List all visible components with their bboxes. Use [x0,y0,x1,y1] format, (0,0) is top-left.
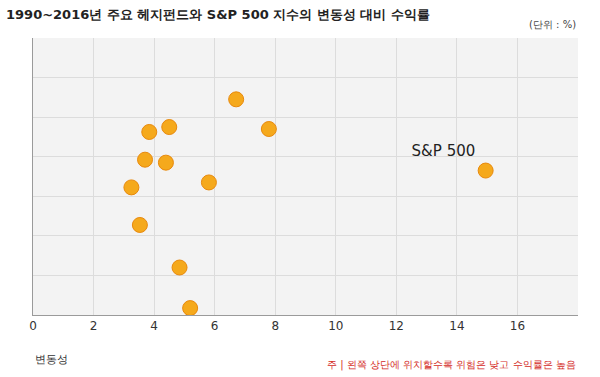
svg-text:14: 14 [449,319,464,333]
svg-text:12: 12 [389,319,404,333]
svg-text:주 | 왼쪽 상단에 위치할수록 위험은 낮고 수익률은 높: 주 | 왼쪽 상단에 위치할수록 위험은 낮고 수익률은 높음 [327,359,576,371]
svg-text:0: 0 [29,319,37,333]
svg-text:2: 2 [90,319,98,333]
svg-text:S&P 500: S&P 500 [412,142,476,160]
svg-text:16: 16 [510,319,525,333]
svg-text:8: 8 [271,319,279,333]
svg-text:10: 10 [328,319,343,333]
svg-text:1990~2016년 주요 헤지펀드와 S&P 500 지수: 1990~2016년 주요 헤지펀드와 S&P 500 지수의 변동성 대비 수… [6,7,430,22]
svg-text:변동성: 변동성 [35,353,68,366]
svg-text:6: 6 [211,319,219,333]
svg-text:4: 4 [150,319,158,333]
svg-text:(단위 : %): (단위 : %) [529,19,576,30]
